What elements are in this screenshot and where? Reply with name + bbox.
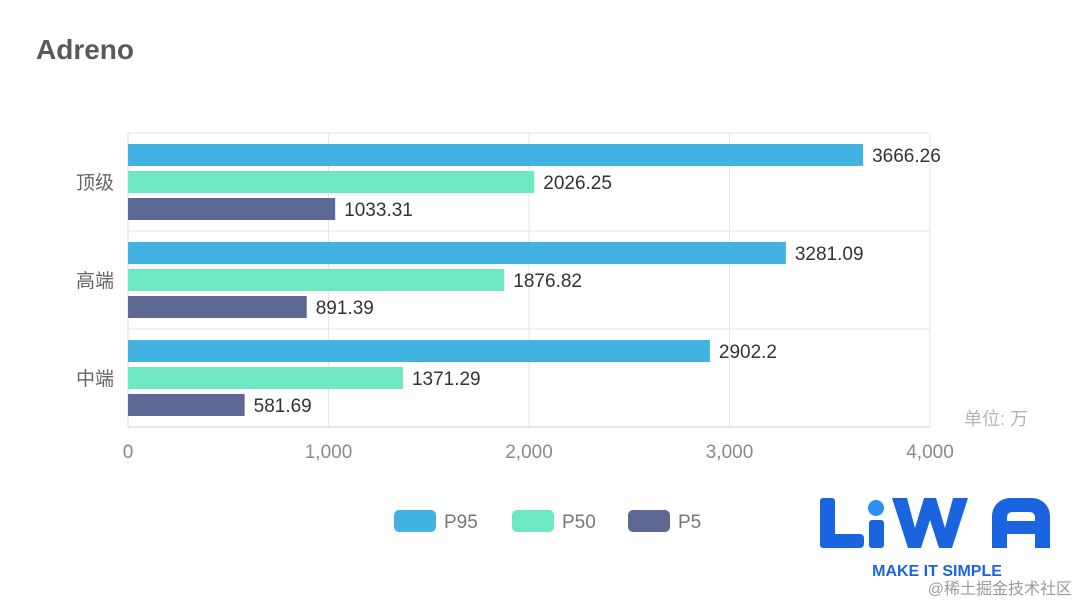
data-label: 2026.25 bbox=[543, 173, 612, 194]
bar-p95 bbox=[128, 242, 786, 264]
chart-title: Adreno bbox=[36, 34, 134, 65]
logo-tagline: MAKE IT SIMPLE bbox=[872, 563, 1002, 580]
bar-p50 bbox=[128, 269, 505, 291]
category-label: 中端 bbox=[76, 368, 114, 390]
data-label: 3281.09 bbox=[795, 244, 864, 265]
data-label: 1876.82 bbox=[513, 271, 582, 292]
bar-p50 bbox=[128, 171, 535, 193]
category-label: 高端 bbox=[76, 270, 114, 292]
data-label: 581.69 bbox=[254, 396, 312, 417]
legend-swatch-p5 bbox=[628, 510, 670, 532]
legend-label: P5 bbox=[678, 512, 701, 533]
legend-swatch-p95 bbox=[394, 510, 436, 532]
watermark: @稀土掘金技术社区 bbox=[927, 581, 1072, 598]
x-tick-label: 0 bbox=[123, 442, 134, 463]
x-tick-label: 4,000 bbox=[906, 442, 954, 463]
bar-p95 bbox=[128, 340, 710, 362]
legend-label: P95 bbox=[444, 512, 478, 533]
bar-p5 bbox=[128, 394, 245, 416]
data-label: 2902.2 bbox=[719, 342, 777, 363]
legend-label: P50 bbox=[562, 512, 596, 533]
category-label: 顶级 bbox=[76, 172, 114, 194]
data-label: 891.39 bbox=[316, 298, 374, 319]
bar-p50 bbox=[128, 367, 403, 389]
bar-p5 bbox=[128, 296, 307, 318]
x-tick-label: 3,000 bbox=[706, 442, 754, 463]
x-tick-label: 2,000 bbox=[505, 442, 553, 463]
data-label: 3666.26 bbox=[872, 146, 941, 167]
liwa-logo: MAKE IT SIMPLE bbox=[820, 498, 1050, 580]
data-label: 1371.29 bbox=[412, 369, 481, 390]
bar-p5 bbox=[128, 198, 336, 220]
unit-label: 单位: 万 bbox=[964, 409, 1028, 429]
bar-p95 bbox=[128, 144, 864, 166]
data-label: 1033.31 bbox=[344, 200, 413, 221]
legend-swatch-p50 bbox=[512, 510, 554, 532]
x-tick-label: 1,000 bbox=[305, 442, 353, 463]
